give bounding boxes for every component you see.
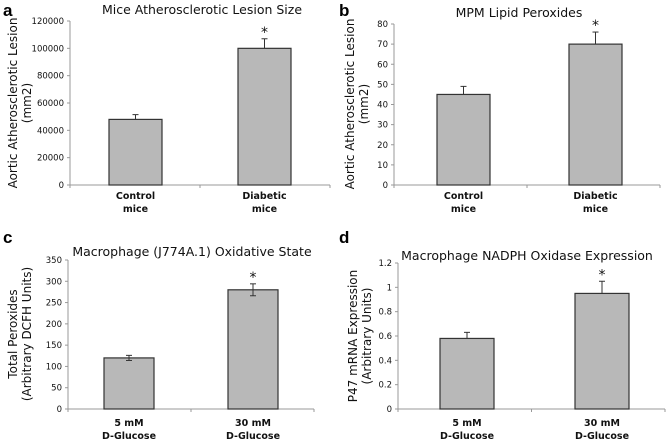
- y-tick-label: 120000: [32, 17, 64, 27]
- chart-panel-d: d Macrophage NADPH Oxidase Expression P47 …: [339, 228, 666, 442]
- y-tick-label: 50: [377, 80, 388, 90]
- x-category-label: 30 mM: [235, 418, 271, 429]
- y-axis-label-line: (mm2): [20, 83, 34, 123]
- x-category-label: Diabetic: [573, 191, 617, 202]
- significance-marker: *: [592, 18, 599, 34]
- y-tick-label: 100000: [32, 44, 64, 54]
- x-category-label: 5 mM: [452, 418, 481, 429]
- y-tick-label: 1.2: [378, 259, 392, 269]
- y-tick-label: 10: [377, 161, 388, 171]
- panel-letter: c: [3, 228, 12, 247]
- y-tick-label: 200: [46, 320, 62, 330]
- y-tick-label: 0.8: [378, 308, 392, 318]
- bar: [103, 357, 155, 410]
- significance-marker: *: [250, 270, 257, 286]
- x-category-label: D-Glucose: [102, 431, 156, 442]
- bar: [237, 47, 292, 186]
- y-axis-label: P47 mRNA Expression (Arbitrary Units): [346, 270, 374, 403]
- x-category-label: D-Glucose: [440, 431, 494, 442]
- x-category-label: mice: [583, 204, 608, 215]
- y-tick-label: 30: [377, 121, 388, 131]
- bar: [574, 292, 630, 410]
- y-tick-label: 0: [59, 181, 64, 191]
- chart-title: MPM Lipid Peroxides: [456, 5, 583, 20]
- significance-marker: *: [261, 25, 268, 41]
- y-tick-label: 300: [46, 277, 62, 287]
- bar: [568, 43, 623, 186]
- bar: [227, 289, 279, 410]
- y-tick-label: 0.2: [378, 381, 392, 391]
- x-category-label: mice: [451, 204, 476, 215]
- y-tick-label: 60000: [37, 99, 64, 109]
- x-category-label: Control: [116, 191, 155, 202]
- chart-panel-a: a Mice Atherosclerotic Lesion Size Aortic …: [3, 1, 331, 215]
- y-axis-label-line: Aortic Atherosclerotic Lesion: [343, 19, 357, 190]
- y-tick-label: 80000: [37, 72, 64, 82]
- x-category-label: D-Glucose: [226, 431, 280, 442]
- y-tick-label: 100: [46, 362, 62, 372]
- y-axis-label-line: (Arbitrary DCFH Units): [20, 267, 34, 401]
- y-tick-label: 60: [377, 60, 388, 70]
- y-tick-label: 0.6: [378, 332, 392, 342]
- y-tick-label: 70: [377, 40, 388, 50]
- chart-title: Mice Atherosclerotic Lesion Size: [102, 2, 302, 17]
- y-axis-label-line: Aortic Atherosclerotic Lesion: [6, 18, 20, 189]
- y-tick-label: 150: [46, 341, 62, 351]
- y-tick-label: 20000: [37, 154, 64, 164]
- y-tick-label: 0: [387, 405, 392, 415]
- y-axis-label-line: (mm2): [357, 84, 371, 124]
- y-tick-label: 0.4: [378, 356, 392, 366]
- x-category-label: Control: [444, 191, 483, 202]
- y-tick-label: 1: [387, 283, 392, 293]
- y-tick-label: 350: [46, 256, 62, 266]
- y-tick-label: 40000: [37, 126, 64, 136]
- bar: [436, 93, 491, 186]
- y-tick-label: 40: [377, 101, 388, 111]
- y-axis-label: Total Peroxides (Arbitrary DCFH Units): [6, 267, 34, 401]
- panel-letter: a: [3, 1, 13, 20]
- x-category-label: D-Glucose: [575, 431, 629, 442]
- x-category-label: 30 mM: [584, 418, 620, 429]
- y-tick-label: 0: [383, 181, 388, 191]
- x-category-label: 5 mM: [114, 418, 143, 429]
- panel-letter: b: [339, 1, 349, 20]
- y-axis-label-line: P47 mRNA Expression: [346, 270, 360, 403]
- y-tick-label: 50: [51, 384, 62, 394]
- bar: [108, 118, 163, 186]
- panel-letter: d: [339, 228, 349, 247]
- y-axis-label: Aortic Atherosclerotic Lesion (mm2): [343, 19, 371, 190]
- y-tick-label: 0: [57, 405, 62, 415]
- chart-title: Macrophage NADPH Oxidase Expression: [401, 248, 653, 263]
- significance-marker: *: [599, 267, 606, 283]
- x-category-label: mice: [123, 204, 148, 215]
- y-axis-label-line: Total Peroxides: [6, 289, 20, 379]
- y-axis-label-line: (Arbitrary Units): [360, 288, 374, 385]
- chart-panel-b: b MPM Lipid Peroxides Aortic Atherosclerot…: [339, 1, 661, 215]
- chart-title: Macrophage (J774A.1) Oxidative State: [72, 244, 312, 259]
- x-category-label: Diabetic: [242, 191, 286, 202]
- y-tick-label: 250: [46, 299, 62, 309]
- x-category-label: mice: [252, 204, 277, 215]
- y-tick-label: 20: [377, 141, 388, 151]
- chart-panel-c: c Macrophage (J774A.1) Oxidative State Tot…: [3, 228, 315, 442]
- y-axis-label: Aortic Atherosclerotic Lesion (mm2): [6, 18, 34, 189]
- y-tick-label: 80: [377, 20, 388, 30]
- bar: [439, 337, 495, 410]
